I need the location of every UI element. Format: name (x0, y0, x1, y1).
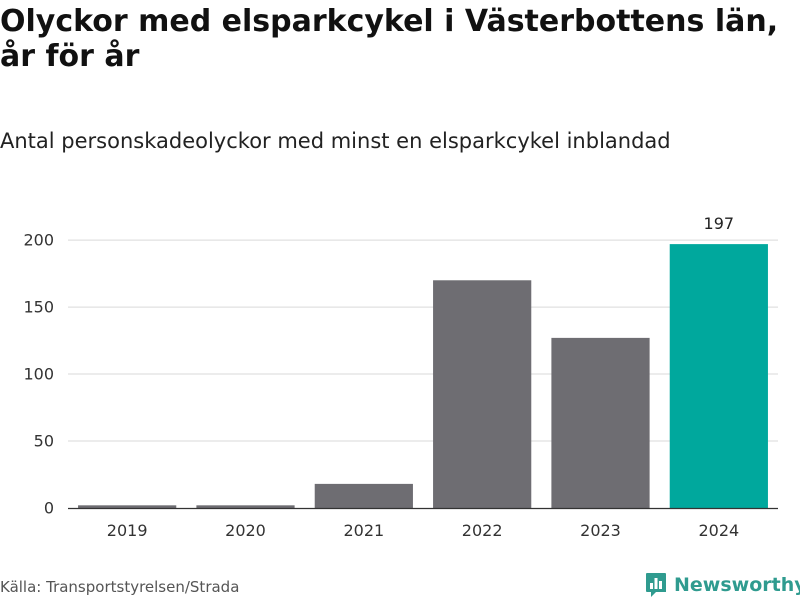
y-tick-label: 0 (44, 499, 54, 518)
bar-2024 (669, 244, 768, 508)
y-tick-label: 100 (23, 365, 54, 384)
x-tick-label: 2022 (462, 521, 503, 540)
gridlines (68, 239, 778, 442)
bars (78, 244, 768, 508)
bar-2019 (78, 505, 177, 508)
chart-subtitle: Antal personskadeolyckor med minst en el… (0, 129, 671, 153)
y-tick-label: 200 (23, 231, 54, 250)
bar-chart: 0 50 100 150 200 197 2019 2020 2021 2022 2023 202… (23, 214, 778, 540)
x-tick-label: 2019 (107, 521, 148, 540)
bar-chart-logo-icon (646, 573, 666, 597)
bar-2023 (551, 337, 650, 508)
x-axis-ticks: 2019 2020 2021 2022 2023 2024 (107, 521, 739, 540)
value-label-2024: 197 (704, 214, 735, 233)
y-tick-label: 50 (34, 432, 54, 451)
y-tick-label: 150 (23, 298, 54, 317)
x-tick-label: 2024 (698, 521, 739, 540)
brand-name: Newsworthy (674, 574, 800, 596)
bar-2022 (433, 280, 532, 508)
bar-2021 (314, 483, 413, 508)
y-axis-ticks: 0 50 100 150 200 (23, 231, 54, 518)
bar-2020 (196, 505, 295, 508)
value-labels: 197 (704, 214, 735, 233)
x-tick-label: 2021 (343, 521, 384, 540)
source-note: Källa: Transportstyrelsen/Strada (0, 578, 240, 596)
chart-title: Olyckor med elsparkcykel i Västerbottens… (0, 4, 779, 74)
x-tick-label: 2023 (580, 521, 621, 540)
brand-logo: Newsworthy (645, 570, 800, 600)
x-tick-label: 2020 (225, 521, 266, 540)
